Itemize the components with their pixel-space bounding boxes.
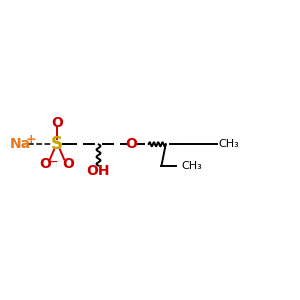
Text: S: S	[51, 135, 63, 153]
Text: O: O	[40, 157, 52, 171]
Text: OH: OH	[87, 164, 110, 178]
Text: −: −	[49, 157, 58, 167]
Text: CH₃: CH₃	[182, 161, 202, 171]
Text: O: O	[125, 137, 137, 151]
Text: O: O	[51, 116, 63, 130]
Text: +: +	[26, 133, 36, 146]
Text: CH₃: CH₃	[219, 139, 239, 149]
Text: Na: Na	[9, 137, 30, 151]
Text: O: O	[62, 157, 74, 171]
